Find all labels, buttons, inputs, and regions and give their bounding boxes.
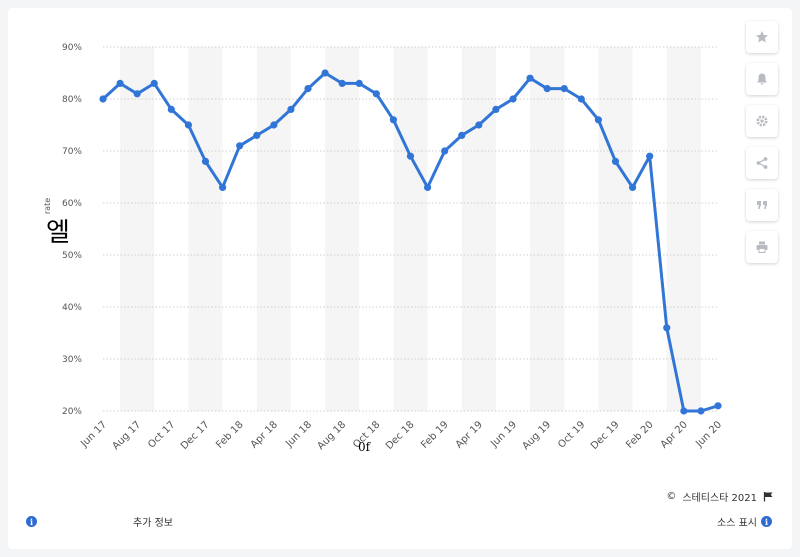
data-point — [304, 85, 312, 93]
background-band — [188, 47, 223, 411]
x-tick-label: Apr 19 — [454, 419, 485, 450]
line-chart: 20% 30% 40% 50% 60% 70% 80% 90% rate Jun 17 Aug 17… — [43, 43, 724, 452]
additional-info-label: 추가 정보 — [133, 518, 173, 529]
background-band — [598, 47, 633, 411]
background-band — [256, 47, 291, 411]
background-band — [393, 47, 428, 411]
y-tick-label: 60% — [62, 199, 82, 209]
statista-credit[interactable]: © 스테티스타 2021 — [666, 489, 774, 504]
data-point — [338, 79, 346, 87]
data-point — [577, 95, 585, 103]
x-tick-label: Aug 18 — [315, 419, 348, 452]
y-tick-label: 40% — [62, 303, 82, 313]
bell-icon — [757, 73, 767, 85]
x-tick-label: Apr 18 — [249, 419, 280, 450]
data-point — [697, 407, 705, 415]
x-tick-label: Jun 19 — [488, 419, 519, 450]
x-tick-label: Feb 18 — [214, 419, 246, 451]
info-icon: i — [26, 516, 37, 527]
y-tick-label: 70% — [62, 147, 82, 157]
show-source-link[interactable]: 소스 표시 i — [717, 514, 772, 529]
data-point — [560, 85, 568, 93]
data-point — [116, 79, 124, 87]
x-tick-label: Aug 17 — [110, 419, 143, 452]
data-point — [150, 79, 158, 87]
data-point — [184, 121, 193, 129]
x-axis-label-fragment: 0f — [358, 440, 371, 454]
x-tick-label: Dec 17 — [179, 419, 212, 452]
x-tick-label: Dec 19 — [589, 419, 622, 452]
chart-card: 20% 30% 40% 50% 60% 70% 80% 90% rate Jun 17 Aug 17… — [8, 8, 792, 549]
x-tick-label: Feb 20 — [624, 419, 656, 451]
data-point — [594, 116, 603, 124]
y-axis-label: rate — [43, 198, 52, 214]
x-tick-label: Oct 19 — [556, 419, 587, 450]
data-point — [543, 85, 551, 93]
print-icon — [756, 241, 768, 253]
y-tick-label: 20% — [62, 407, 82, 417]
data-point — [201, 157, 210, 165]
favorite-button[interactable] — [746, 21, 778, 53]
share-button[interactable] — [746, 147, 778, 179]
quote-icon — [757, 201, 767, 209]
y-tick-label: 90% — [62, 43, 82, 53]
data-point — [423, 183, 432, 191]
background-band — [530, 47, 565, 411]
data-point — [680, 407, 688, 415]
x-tick-label: Jun 20 — [693, 419, 724, 450]
data-point — [406, 152, 415, 160]
data-point — [167, 105, 175, 113]
x-tick-label: Jun 17 — [78, 419, 109, 450]
y-tick-label: 50% — [62, 251, 82, 261]
x-tick-label: Feb 19 — [419, 419, 451, 451]
data-point — [509, 95, 517, 103]
copyright-icon: © — [666, 491, 677, 502]
data-point — [526, 74, 534, 82]
data-point — [646, 152, 654, 160]
data-point — [321, 69, 329, 77]
notification-button[interactable] — [746, 63, 778, 95]
x-tick-label: Oct 17 — [146, 419, 177, 450]
background-band — [461, 47, 496, 411]
data-point — [475, 121, 483, 129]
star-icon — [756, 31, 768, 43]
data-point — [236, 142, 244, 150]
share-icon — [756, 157, 768, 169]
data-point — [492, 105, 500, 113]
data-point — [133, 90, 141, 98]
data-point — [372, 90, 380, 98]
data-point — [270, 121, 278, 129]
additional-info-link[interactable]: i 추가 정보 — [26, 514, 173, 529]
gear-icon — [756, 115, 768, 127]
background-band — [120, 47, 155, 411]
x-tick-label: Jun 18 — [283, 419, 314, 450]
data-point — [628, 183, 637, 191]
data-point — [441, 147, 449, 155]
x-tick-label: Dec 18 — [384, 419, 417, 452]
cite-button[interactable] — [746, 189, 778, 221]
data-point — [663, 324, 671, 332]
data-point — [287, 105, 295, 113]
data-point — [714, 402, 722, 410]
background-band — [325, 47, 360, 411]
settings-button[interactable] — [746, 105, 778, 137]
x-tick-label: Aug 19 — [520, 419, 553, 452]
data-point — [611, 157, 620, 165]
data-point — [99, 95, 107, 103]
y-axis-label-glyph: 엘 — [46, 218, 70, 248]
data-point — [355, 79, 363, 87]
print-button[interactable] — [746, 231, 778, 263]
data-point — [389, 116, 398, 124]
x-tick-label: Apr 20 — [659, 419, 690, 450]
y-tick-label: 30% — [62, 355, 82, 365]
data-point — [218, 183, 227, 191]
data-point — [253, 131, 261, 139]
data-point — [458, 131, 466, 139]
y-tick-label: 80% — [62, 95, 82, 105]
info-icon: i — [761, 516, 772, 527]
flag-icon — [763, 492, 773, 502]
show-source-label: 소스 표시 — [717, 518, 757, 529]
credit-text: 스테티스타 2021 — [682, 493, 757, 504]
